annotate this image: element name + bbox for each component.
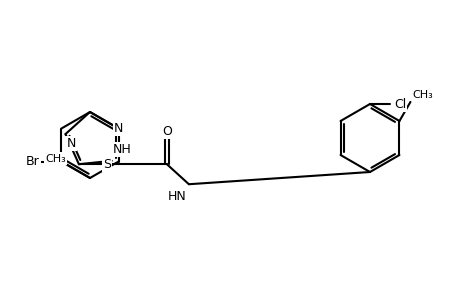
Text: S: S — [103, 158, 111, 171]
Text: O: O — [162, 125, 172, 138]
Text: N: N — [67, 137, 76, 150]
Text: NH: NH — [112, 143, 131, 156]
Text: Cl: Cl — [393, 98, 405, 110]
Text: N: N — [114, 122, 123, 135]
Text: CH₃: CH₃ — [412, 90, 432, 100]
Text: CH₃: CH₃ — [45, 154, 66, 164]
Text: HN: HN — [168, 190, 186, 203]
Text: Br: Br — [26, 155, 39, 168]
